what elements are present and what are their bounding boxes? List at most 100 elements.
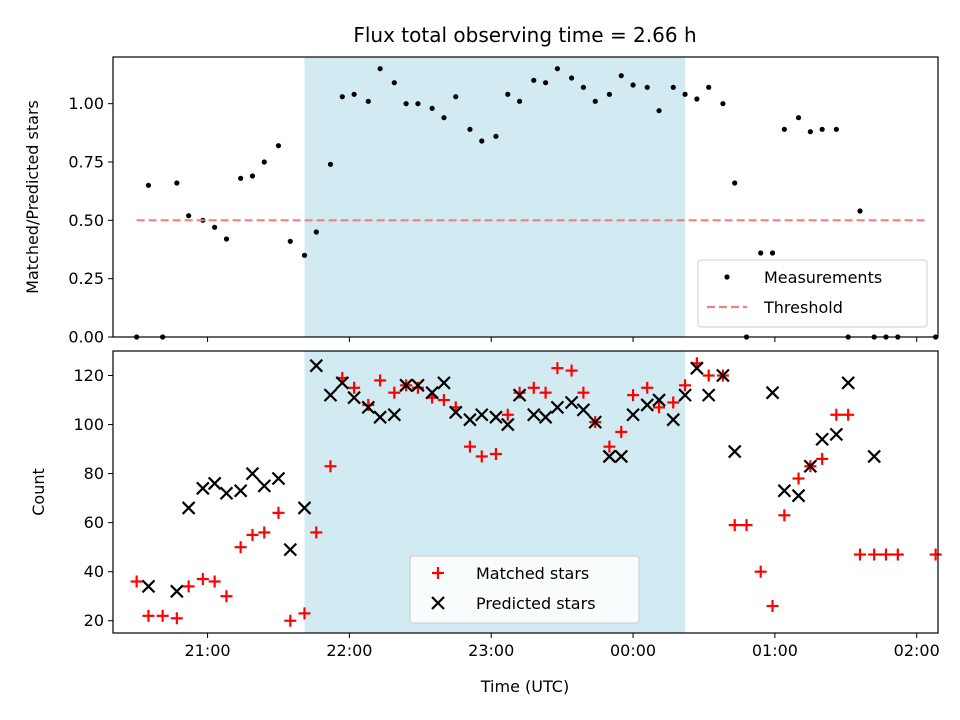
top-observing-window-shade	[304, 57, 686, 337]
measurement-point	[403, 101, 409, 107]
top-data-marks	[134, 66, 939, 340]
bottom-y-axis-label: Count	[29, 468, 48, 516]
matched-star-point	[298, 607, 311, 620]
predicted-star-point	[373, 410, 387, 424]
measurement-point	[174, 180, 180, 186]
matched-star-point	[170, 612, 183, 625]
predicted-star-point	[765, 385, 780, 400]
predicted-star-point	[170, 584, 184, 599]
measurement-point	[391, 80, 397, 86]
matched-star-point	[728, 519, 741, 532]
predicted-star-point	[678, 388, 692, 402]
matched-star-point	[501, 408, 514, 421]
measurement-point	[531, 77, 537, 83]
y-tick-label: 0.50	[68, 211, 104, 230]
top-legend: Measurements Threshold	[697, 259, 928, 328]
predicted-star-point	[489, 410, 503, 424]
matched-star-point	[182, 580, 195, 593]
matched-star-point	[627, 389, 640, 402]
predicted-star-point	[803, 459, 818, 474]
matched-star-point	[842, 408, 855, 421]
y-tick-label: 60	[84, 513, 104, 532]
measurement-point	[505, 91, 511, 97]
measurement-point	[769, 250, 776, 256]
measurement-point	[212, 224, 218, 230]
predicted-star-point	[399, 378, 413, 393]
predicted-star-point	[323, 388, 338, 402]
measurement-point	[819, 126, 825, 132]
matched-star-point	[374, 374, 387, 387]
matched-star-point	[142, 609, 155, 622]
matched-star-point	[778, 509, 791, 522]
legend-predicted-marker	[431, 596, 445, 610]
x-tick-label: 01:00	[752, 641, 798, 660]
matched-star-point	[853, 548, 866, 561]
matched-star-point	[792, 472, 805, 485]
measurement-point	[592, 98, 598, 104]
predicted-star-point	[640, 398, 655, 412]
y-tick-label: 20	[84, 611, 104, 630]
legend-matched-marker	[432, 567, 444, 579]
measurement-point	[580, 84, 587, 90]
matched-star-point	[437, 394, 450, 407]
predicted-star-point	[474, 407, 489, 422]
measurement-point	[618, 73, 624, 79]
measurement-point	[415, 101, 421, 107]
y-tick-label: 1.00	[68, 94, 104, 113]
matched-star-point	[754, 565, 767, 578]
top-plot-frame	[112, 56, 939, 338]
measurement-point	[327, 161, 334, 167]
matched-star-point	[130, 575, 143, 588]
measurement-point	[186, 213, 192, 219]
matched-star-point	[324, 460, 337, 473]
measurement-point	[542, 80, 549, 86]
matched-star-point	[667, 396, 680, 409]
measurement-point	[758, 250, 764, 256]
predicted-star-point	[576, 403, 591, 417]
measurement-point	[857, 208, 863, 214]
matched-star-point	[527, 381, 540, 394]
predicted-star-point	[841, 376, 855, 390]
matched-star-point	[565, 364, 578, 377]
matched-star-point	[577, 386, 590, 399]
predicted-star-point	[666, 412, 681, 427]
measurement-point	[377, 66, 383, 72]
predicted-star-point	[716, 368, 730, 383]
matched-star-point	[208, 575, 221, 588]
matched-star-point	[879, 548, 892, 561]
matched-star-point	[891, 548, 904, 561]
bottom-legend: Matched stars Predicted stars	[409, 555, 640, 624]
x-tick-label: 00:00	[610, 641, 656, 660]
legend-measurements-label: Measurements	[764, 268, 882, 287]
measurement-point	[479, 138, 485, 144]
predicted-star-point	[219, 486, 234, 501]
predicted-star-point	[297, 501, 312, 515]
predicted-star-point	[538, 410, 553, 424]
bottom-plot-frame	[112, 350, 939, 634]
measurement-point	[249, 173, 256, 179]
bottom-x-axis-label: Time (UTC)	[480, 677, 569, 696]
top-axis-ticks: 0.00 0.25 0.50 0.75 1.00	[68, 94, 918, 347]
predicted-star-point	[463, 412, 477, 427]
predicted-star-point	[245, 466, 260, 481]
predicted-star-point	[690, 361, 704, 375]
matched-star-point	[641, 381, 654, 394]
predicted-star-point	[815, 432, 829, 447]
predicted-star-point	[564, 395, 579, 410]
predicted-star-point	[361, 400, 376, 415]
y-tick-label: 80	[84, 464, 104, 483]
predicted-star-point	[652, 393, 666, 407]
predicted-star-point	[526, 407, 541, 422]
predicted-star-point	[283, 542, 298, 557]
measurement-point	[694, 96, 700, 102]
chart-title: Flux total observing time = 2.66 h	[353, 23, 696, 47]
predicted-star-point	[602, 449, 617, 464]
predicted-star-point	[437, 376, 451, 390]
matched-star-point	[272, 506, 285, 519]
measurement-point	[453, 94, 459, 100]
legend-predicted-label: Predicted stars	[476, 594, 596, 613]
matched-star-point	[702, 369, 715, 382]
measurement-point	[261, 159, 267, 165]
bottom-axis-ticks: 21:00 22:00 23:00 00:00 01:00 02:00 20 40 60 80 10…	[73, 366, 939, 660]
